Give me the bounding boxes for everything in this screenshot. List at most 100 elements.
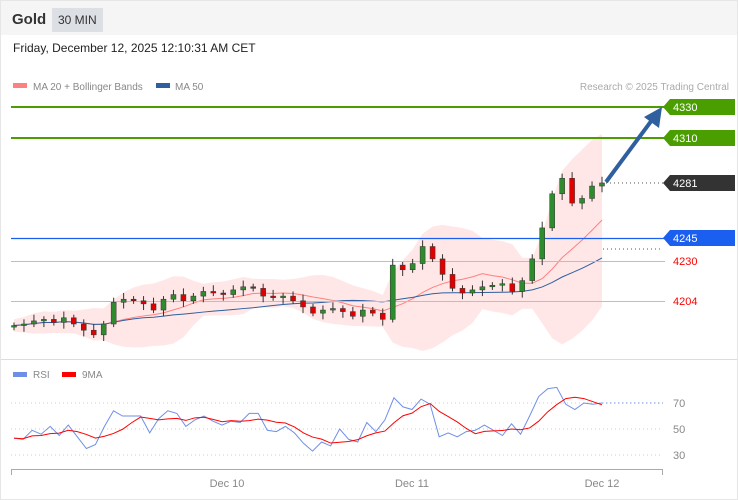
candle — [81, 319, 87, 337]
timestamp: Friday, December 12, 2025 12:10:31 AM CE… — [13, 41, 256, 55]
candle-body — [479, 286, 486, 291]
candle — [429, 243, 436, 262]
candle-body — [290, 295, 296, 302]
candle-body — [439, 258, 446, 275]
candle — [90, 324, 97, 338]
candle-body — [459, 288, 466, 294]
rsi-tick-30: 30 — [673, 450, 685, 462]
candle — [379, 308, 386, 326]
candle — [100, 320, 107, 342]
candle-body — [599, 182, 605, 187]
candle-body — [429, 246, 436, 260]
candle — [270, 289, 276, 301]
candle-body — [51, 319, 57, 323]
candle — [200, 286, 207, 303]
candle — [31, 314, 37, 328]
candle — [320, 305, 326, 320]
candle — [389, 258, 396, 323]
pivot-label: 4245 — [673, 233, 697, 245]
candle — [260, 283, 266, 303]
candle — [419, 240, 426, 270]
candle-body — [489, 285, 496, 288]
levels — [11, 106, 665, 302]
candle-body — [90, 329, 97, 336]
candle — [330, 302, 336, 314]
candle-body — [379, 312, 386, 320]
candle-body — [280, 295, 286, 298]
candle-body — [160, 298, 167, 311]
candle-body — [370, 309, 376, 314]
candle-body — [120, 298, 127, 303]
candle — [21, 319, 27, 332]
candle-body — [559, 178, 565, 195]
candle-body — [240, 286, 246, 291]
arrow-shaft — [604, 118, 654, 184]
candle-body — [41, 319, 47, 322]
ma50-legend-label: MA 50 — [175, 82, 204, 93]
support1-label: 4230 — [673, 256, 697, 268]
x-tick-dec12: Dec 12 — [585, 478, 620, 490]
rsi-swatch — [13, 372, 27, 377]
candle — [51, 314, 57, 326]
candle — [449, 268, 456, 292]
x-tick-dec11: Dec 11 — [395, 478, 429, 490]
candle — [340, 305, 346, 318]
candle-body — [539, 227, 545, 260]
ma20-legend-label: MA 20 + Bollinger Bands — [33, 82, 143, 93]
timeframe-button[interactable]: 30 MIN — [52, 8, 103, 32]
candle-body — [529, 258, 535, 281]
candle — [509, 277, 516, 295]
candle — [499, 279, 506, 292]
candle — [300, 294, 306, 314]
candles — [11, 172, 605, 342]
candle — [230, 285, 237, 298]
candle-body — [180, 294, 187, 301]
candle-body — [589, 185, 595, 199]
candle-body — [31, 320, 37, 325]
rsi-ma-legend-label: 9MA — [82, 370, 103, 381]
candle — [479, 280, 486, 297]
candle — [599, 176, 605, 193]
candle-body — [360, 309, 366, 317]
candle-body — [230, 289, 237, 295]
candle-body — [11, 325, 17, 328]
candle-body — [549, 193, 555, 229]
candle — [399, 262, 406, 276]
candle-body — [340, 308, 346, 312]
x-tick-dec10: Dec 10 — [210, 478, 245, 490]
x-axis: Dec 10 Dec 11 Dec 12 — [11, 469, 663, 490]
candle-body — [320, 309, 326, 314]
candle — [529, 254, 535, 284]
candle-body — [170, 294, 177, 300]
candle-body — [110, 302, 117, 325]
rsi-tick-70: 70 — [673, 398, 685, 410]
ma50-swatch — [156, 83, 170, 88]
candle — [549, 190, 555, 231]
candle — [250, 283, 256, 292]
candle — [41, 316, 47, 328]
rsi-tick-50: 50 — [673, 424, 685, 436]
candle-body — [469, 289, 476, 294]
rsi-legend: RSI 9MA — [13, 370, 103, 381]
rsi-grid: 70 50 30 — [11, 398, 685, 462]
candle-body — [190, 295, 197, 302]
candle — [409, 258, 416, 273]
candle-body — [210, 291, 217, 294]
candle — [469, 285, 476, 297]
legend-ma50: MA 50 — [156, 82, 204, 93]
candle — [180, 288, 187, 307]
candle-body — [509, 283, 516, 292]
candle — [370, 306, 376, 317]
candle-body — [130, 298, 137, 302]
candle-body — [250, 286, 256, 289]
candle-body — [449, 274, 456, 289]
rsi-lines — [13, 386, 663, 452]
candle-body — [419, 246, 426, 264]
header-bar: Gold 30 MIN — [1, 1, 737, 35]
pivot-tag — [663, 230, 735, 246]
candle — [280, 293, 286, 304]
candle — [120, 293, 127, 309]
candle-body — [519, 280, 526, 292]
candle — [519, 277, 526, 298]
